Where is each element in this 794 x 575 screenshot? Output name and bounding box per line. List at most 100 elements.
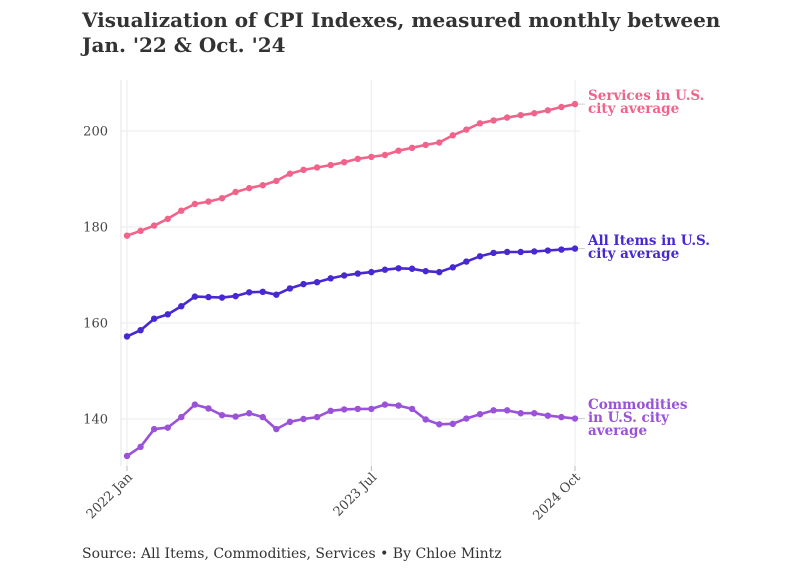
data-point (232, 188, 239, 196)
data-point (531, 248, 538, 255)
data-point (123, 333, 131, 340)
data-point (531, 110, 538, 117)
data-point (408, 405, 416, 413)
data-point (395, 402, 402, 409)
data-point (327, 407, 334, 415)
data-point (571, 100, 579, 108)
data-point (341, 272, 348, 279)
data-point (517, 248, 524, 256)
data-point (341, 159, 348, 166)
grid-lines (121, 80, 580, 466)
data-point (436, 139, 443, 146)
data-point (544, 247, 552, 254)
data-point (178, 303, 185, 310)
data-point (436, 268, 443, 276)
x-tick-labels: 2022 Jan 2023 Jul 2024 Oct (84, 466, 585, 524)
data-point (300, 415, 307, 423)
data-point (531, 410, 538, 417)
x-tick-label: 2023 Jul (331, 470, 380, 519)
data-point (232, 413, 239, 420)
data-point (259, 413, 266, 421)
series-line (126, 247, 576, 338)
data-point (558, 103, 565, 111)
data-point (178, 413, 185, 421)
data-point (245, 410, 253, 417)
data-point (341, 406, 348, 413)
data-point (408, 144, 416, 151)
data-point (245, 184, 253, 192)
data-point (558, 246, 565, 253)
data-point (368, 268, 375, 276)
data-point (463, 126, 470, 133)
data-point (354, 155, 361, 163)
data-point (381, 151, 389, 159)
x-tick-label: 2024 Oct (531, 470, 585, 524)
data-point (164, 424, 171, 431)
series-label: average (588, 423, 647, 439)
data-point (286, 418, 294, 426)
data-point (313, 413, 321, 421)
data-point (503, 407, 511, 414)
data-point (517, 410, 524, 417)
data-point (544, 412, 552, 419)
data-point (422, 267, 429, 275)
data-point (571, 245, 579, 252)
data-point (368, 405, 375, 413)
data-point (490, 407, 497, 414)
data-point (313, 164, 321, 171)
chart-title: Visualization of CPI Indexes, measured m… (82, 8, 721, 57)
data-point (150, 315, 158, 322)
data-point (490, 117, 497, 124)
data-point (503, 114, 511, 121)
data-point (137, 227, 144, 235)
data-point (313, 279, 321, 286)
data-point (354, 270, 361, 277)
data-point (395, 265, 402, 272)
data-point (273, 425, 280, 433)
data-point (164, 215, 171, 223)
data-point (436, 421, 443, 428)
series-label: in U.S. city (588, 410, 670, 426)
data-point (150, 222, 158, 229)
data-point (381, 266, 389, 273)
data-point (259, 182, 266, 189)
y-tick-label: 200 (83, 125, 108, 140)
data-point (191, 401, 199, 408)
data-point (503, 248, 511, 256)
data-point (286, 170, 294, 177)
data-point (232, 292, 239, 300)
data-point (395, 147, 402, 154)
data-point (259, 288, 266, 295)
data-point (408, 265, 416, 272)
series-line (126, 102, 576, 237)
data-point (449, 420, 457, 427)
series-lines (123, 100, 579, 460)
y-tick-label: 140 (83, 413, 108, 428)
data-point (381, 401, 389, 408)
data-point (327, 275, 334, 282)
data-point (517, 111, 524, 119)
y-tick-label: 160 (83, 317, 108, 332)
data-point (422, 416, 429, 423)
data-point (300, 280, 307, 288)
data-point (205, 293, 212, 301)
data-point (422, 141, 429, 149)
data-point (300, 166, 307, 174)
data-point (218, 411, 226, 419)
series-label: Services in U.S. (588, 88, 704, 104)
data-point (137, 327, 144, 334)
series-line (126, 403, 576, 458)
data-point (150, 425, 158, 433)
data-point (273, 177, 280, 185)
data-point (476, 120, 484, 127)
series-label: city average (588, 101, 679, 117)
data-point (123, 452, 131, 460)
data-point (463, 415, 470, 422)
data-point (490, 249, 497, 257)
data-point (368, 153, 375, 161)
data-point (205, 198, 212, 205)
data-point (245, 289, 253, 296)
data-point (558, 413, 565, 421)
